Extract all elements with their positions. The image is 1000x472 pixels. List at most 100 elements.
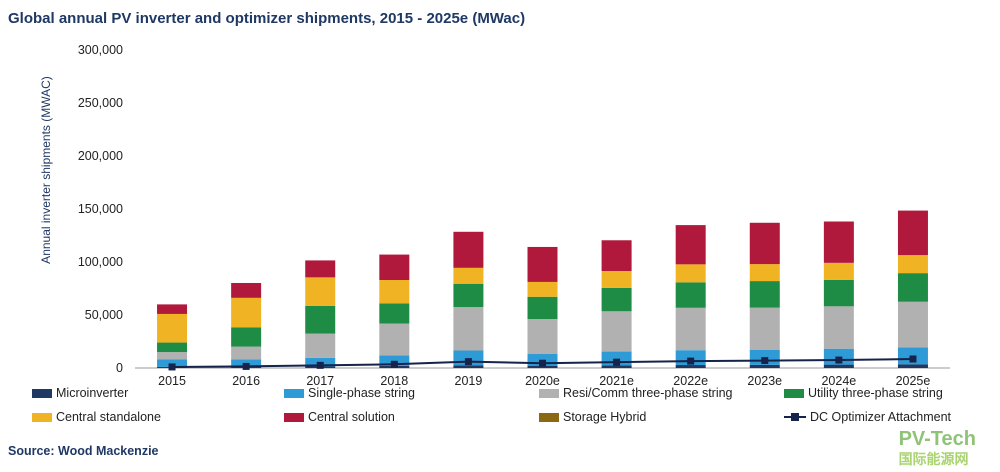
bar-segment bbox=[675, 365, 706, 368]
chart-plot: 0 50,000 100,000 150,000 200,000 250,000 300,0… bbox=[39, 43, 950, 386]
bar-segment bbox=[897, 255, 928, 274]
bar-segment bbox=[897, 210, 928, 256]
x-tick-label: 2022e bbox=[673, 374, 708, 386]
bar-segment bbox=[527, 246, 558, 282]
bar-segment bbox=[897, 301, 928, 348]
y-axis-label: Annual inverter shipments (MWAC) bbox=[39, 76, 53, 264]
bar-segment bbox=[379, 355, 410, 366]
y-tick-label: 150,000 bbox=[78, 202, 123, 216]
bar-segment bbox=[305, 277, 336, 306]
bar-segment bbox=[601, 271, 632, 288]
bar-segment bbox=[749, 364, 780, 368]
bar-segment bbox=[157, 313, 188, 343]
bar-segment bbox=[749, 222, 780, 265]
legend-label: Central standalone bbox=[56, 410, 161, 424]
bar-segment bbox=[601, 365, 632, 368]
watermark-text: PV-Tech bbox=[898, 428, 976, 450]
x-tick-label: 2024e bbox=[821, 374, 856, 386]
bar-segment bbox=[157, 342, 188, 353]
legend-swatch bbox=[32, 388, 52, 398]
legend-item: Storage Hybrid bbox=[539, 410, 646, 424]
bar-segment bbox=[601, 240, 632, 272]
legend-swatch bbox=[539, 388, 559, 398]
x-tick-label: 2020e bbox=[525, 374, 560, 386]
legend-label: Storage Hybrid bbox=[563, 410, 647, 424]
legend-item: Resi/Comm three-phase string bbox=[539, 386, 733, 400]
legend-item: Microinverter bbox=[32, 386, 128, 400]
x-tick-label: 2019 bbox=[455, 374, 483, 386]
bar-segment bbox=[823, 262, 854, 280]
bar-segment bbox=[157, 359, 188, 367]
legend-line-marker bbox=[784, 412, 806, 422]
bar-segment bbox=[601, 311, 632, 352]
bar-segment bbox=[157, 304, 188, 314]
watermark-subtext: 国际能源网 bbox=[898, 451, 969, 467]
bar-segment bbox=[453, 267, 484, 284]
optimizer-marker bbox=[687, 357, 695, 365]
bar-segment bbox=[231, 297, 262, 328]
bar-segment bbox=[749, 281, 780, 308]
bar-segment bbox=[823, 364, 854, 368]
bar-segment bbox=[749, 264, 780, 282]
optimizer-marker bbox=[242, 362, 250, 370]
bar-segment bbox=[675, 307, 706, 351]
bar-segment bbox=[453, 365, 484, 368]
bar-segment bbox=[749, 307, 780, 350]
y-tick-label: 250,000 bbox=[78, 96, 123, 110]
bar-segment bbox=[453, 307, 484, 351]
legend-swatch bbox=[284, 388, 304, 398]
bar-segment bbox=[379, 323, 410, 356]
watermark-logo: PV-Tech 国际能源网 bbox=[899, 428, 976, 469]
bar-segment bbox=[823, 279, 854, 307]
legend-swatch bbox=[32, 412, 52, 422]
x-tick-label: 2015 bbox=[158, 374, 186, 386]
bar-segment bbox=[305, 260, 336, 278]
bar-segment bbox=[823, 306, 854, 349]
legend-item: Central standalone bbox=[32, 410, 161, 424]
bar-segment bbox=[527, 296, 558, 320]
legend-label: Single-phase string bbox=[308, 386, 416, 400]
x-axis: 2015 2016 2017 2018 2019 2020e 2021e 2022e 2023e… bbox=[135, 367, 950, 386]
bar-segment bbox=[231, 282, 262, 298]
legend-label: Utility three-phase string bbox=[808, 386, 943, 400]
y-tick-label: 200,000 bbox=[78, 149, 123, 163]
bar-segment bbox=[305, 305, 336, 334]
bar-segment bbox=[157, 352, 188, 360]
x-tick-label: 2016 bbox=[232, 374, 260, 386]
legend-item: Single-phase string bbox=[284, 386, 415, 400]
y-tick-label: 300,000 bbox=[78, 43, 123, 57]
chart-legend: Microinverter Single-phase string Resi/Com… bbox=[0, 386, 1000, 436]
y-axis: 0 50,000 100,000 150,000 200,000 250,000 300,0… bbox=[78, 43, 123, 375]
legend-label: Central solution bbox=[308, 410, 395, 424]
bar-segment bbox=[675, 282, 706, 308]
bar-segment bbox=[527, 319, 558, 355]
bar-segment bbox=[453, 231, 484, 268]
x-tick-label: 2025e bbox=[896, 374, 931, 386]
bar-segment bbox=[897, 364, 928, 368]
bar-segment bbox=[305, 333, 336, 358]
legend-item: Central solution bbox=[284, 410, 395, 424]
bar-segment bbox=[527, 365, 558, 368]
bar-segment bbox=[379, 280, 410, 304]
optimizer-marker bbox=[761, 357, 769, 365]
optimizer-marker bbox=[316, 361, 324, 369]
bar-segment bbox=[379, 254, 410, 281]
bar-segment bbox=[527, 281, 558, 297]
bar-segment bbox=[823, 221, 854, 263]
optimizer-marker bbox=[539, 359, 546, 367]
optimizer-marker bbox=[464, 358, 472, 366]
y-tick-label: 0 bbox=[116, 361, 123, 375]
bar-segment bbox=[379, 303, 410, 324]
optimizer-line-group bbox=[168, 355, 917, 371]
legend-label: Microinverter bbox=[56, 386, 129, 400]
optimizer-marker bbox=[835, 356, 843, 364]
x-tick-label: 2021e bbox=[599, 374, 634, 386]
legend-swatch bbox=[539, 412, 559, 422]
x-tick-label: 2017 bbox=[306, 374, 334, 386]
bar-segment bbox=[231, 327, 262, 347]
y-tick-label: 50,000 bbox=[85, 308, 123, 322]
bar-segment bbox=[453, 283, 484, 308]
x-tick-label: 2018 bbox=[380, 374, 408, 386]
source-note: Source: Wood Mackenzie bbox=[8, 444, 159, 458]
bar-segment bbox=[231, 346, 262, 360]
